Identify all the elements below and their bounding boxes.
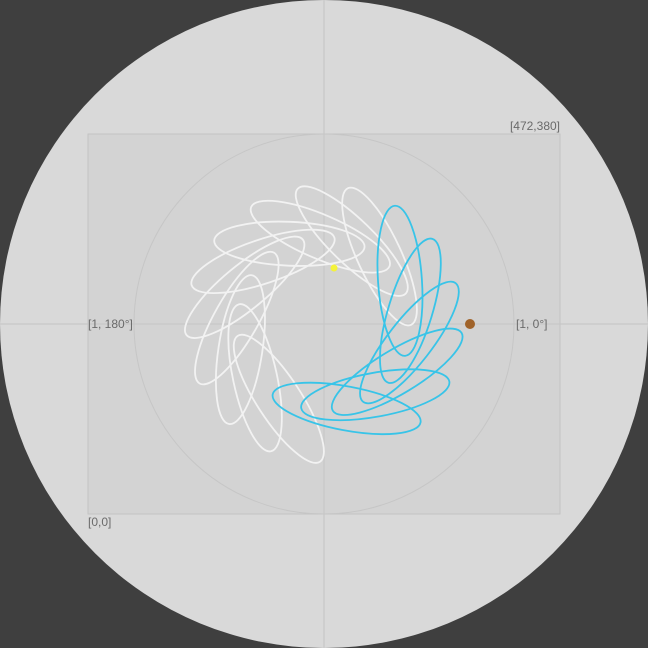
active-petal [359,280,460,405]
current-point-marker[interactable] [330,264,338,272]
active-petal [330,327,464,416]
past-petal [213,220,366,267]
active-petal [300,368,451,422]
label-angle-0: [1, 0°] [516,317,547,331]
past-petal [232,333,325,464]
past-petal [294,185,409,297]
past-petal [215,274,266,425]
label-angle-180: [1, 180°] [88,317,133,331]
past-petal [190,228,336,295]
start-point-marker[interactable] [465,319,475,329]
past-petal [341,186,418,327]
past-petal [249,199,391,274]
trace-active [271,204,464,436]
unit-circle [133,133,515,515]
past-petal [184,235,306,339]
label-top-right: [472,380] [510,119,560,133]
active-petal [376,204,424,357]
trace-completed [184,185,418,464]
past-petal [194,250,280,386]
label-bottom-left: [0,0] [88,515,111,529]
active-petal [271,381,422,436]
past-petal [227,303,283,453]
active-petal [379,237,442,384]
